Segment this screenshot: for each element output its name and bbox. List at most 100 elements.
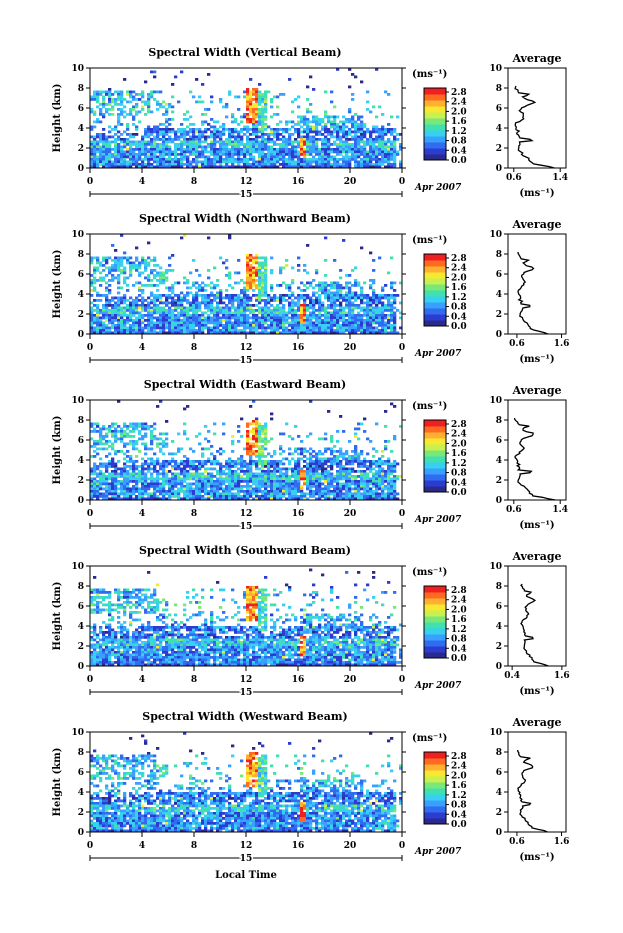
heatmap-cell [306,141,309,144]
heatmap-cell [225,475,228,478]
heatmap-cell [165,148,168,151]
heatmap-cell [195,302,198,305]
heatmap-cell [336,299,339,302]
heatmap-cell [111,156,114,159]
heatmap-cell [237,299,240,302]
heatmap-cell [174,307,177,310]
heatmap-cell [138,98,141,101]
heatmap-cell [99,495,102,498]
heatmap-cell [312,116,315,119]
heatmap-cell [165,111,168,114]
heatmap-cell [141,143,144,146]
heatmap-cell [246,148,249,151]
heatmap-cell [243,113,246,116]
heatmap-cell [180,123,183,126]
heatmap-cell [231,327,234,330]
heatmap-cell [132,116,135,119]
heatmap-cell [174,465,177,468]
heatmap-cell [141,468,144,471]
heatmap-cell [156,108,159,111]
heatmap-cell [243,289,246,292]
heatmap-cell [216,319,219,322]
heatmap-cell [228,490,231,493]
heatmap-cell [138,314,141,317]
heatmap-cell [246,445,249,448]
heatmap-cell [285,158,288,161]
heatmap-cell [198,153,201,156]
heatmap-cell [111,259,114,262]
heatmap-cell [261,445,264,448]
heatmap-cell [240,279,243,282]
heatmap-cell [153,299,156,302]
heatmap-cell [246,254,249,257]
heatmap-cell [243,322,246,325]
heatmap-cell [189,488,192,491]
heatmap-cell [351,146,354,149]
heatmap-cell [198,485,201,488]
heatmap-cell [282,319,285,322]
heatmap-cell [96,158,99,161]
heatmap-cell [222,302,225,305]
heatmap-cell [285,329,288,332]
heatmap-cell [207,495,210,498]
heatmap-cell [348,131,351,134]
heatmap-cell [135,93,138,96]
heatmap-cell [132,319,135,322]
heatmap-cell [231,465,234,468]
heatmap-cell [135,282,138,285]
heatmap-cell [339,128,342,131]
heatmap-cell [129,319,132,322]
heatmap-cell [345,329,348,332]
heatmap-cell [255,443,258,446]
heatmap-cell [264,257,267,260]
heatmap-cell [387,146,390,149]
heatmap-cell [258,103,261,106]
heatmap-cell [219,161,222,164]
heatmap-cell [141,153,144,156]
heatmap-cell [138,438,141,441]
heatmap-cell [312,317,315,320]
heatmap-cell [111,136,114,139]
heatmap-cell [378,302,381,305]
heatmap-cell [270,289,273,292]
heatmap-cell [105,108,108,111]
heatmap-cell [312,312,315,315]
colorbar-tick-label: 1.2 [451,293,467,303]
heatmap-cell [156,133,159,136]
heatmap-cell [381,302,384,305]
heatmap-cell [210,329,213,332]
heatmap-cell [300,118,303,121]
heatmap-cell [228,329,231,332]
heatmap-cell [213,156,216,159]
heatmap-cell [348,294,351,297]
heatmap-cell [258,158,261,161]
heatmap-cell [318,297,321,300]
heatmap-cell [204,163,207,166]
heatmap-cell [123,158,126,161]
heatmap-cell [252,148,255,151]
heatmap-cell [105,274,108,277]
heatmap-cell [195,269,198,272]
heatmap-cell [219,470,222,473]
heatmap-cell [108,146,111,149]
heatmap-cell [252,158,255,161]
heatmap-cell [288,289,291,292]
heatmap-cell [228,136,231,139]
heatmap-cell [267,136,270,139]
heatmap-cell [387,314,390,317]
heatmap-cell [132,309,135,312]
heatmap-cell [114,98,117,101]
heatmap-cell [315,324,318,327]
heatmap-cell [108,485,111,488]
heatmap-cell [255,91,258,94]
heatmap-cell [273,309,276,312]
heatmap-cell [99,322,102,325]
heatmap-cell [255,272,258,275]
heatmap-cell [120,156,123,159]
heatmap-cell [225,463,228,466]
heatmap-cell [162,163,165,166]
heatmap-cell [342,163,345,166]
heatmap-cell [216,156,219,159]
heatmap-cell [333,116,336,119]
heatmap-cell [258,438,261,441]
